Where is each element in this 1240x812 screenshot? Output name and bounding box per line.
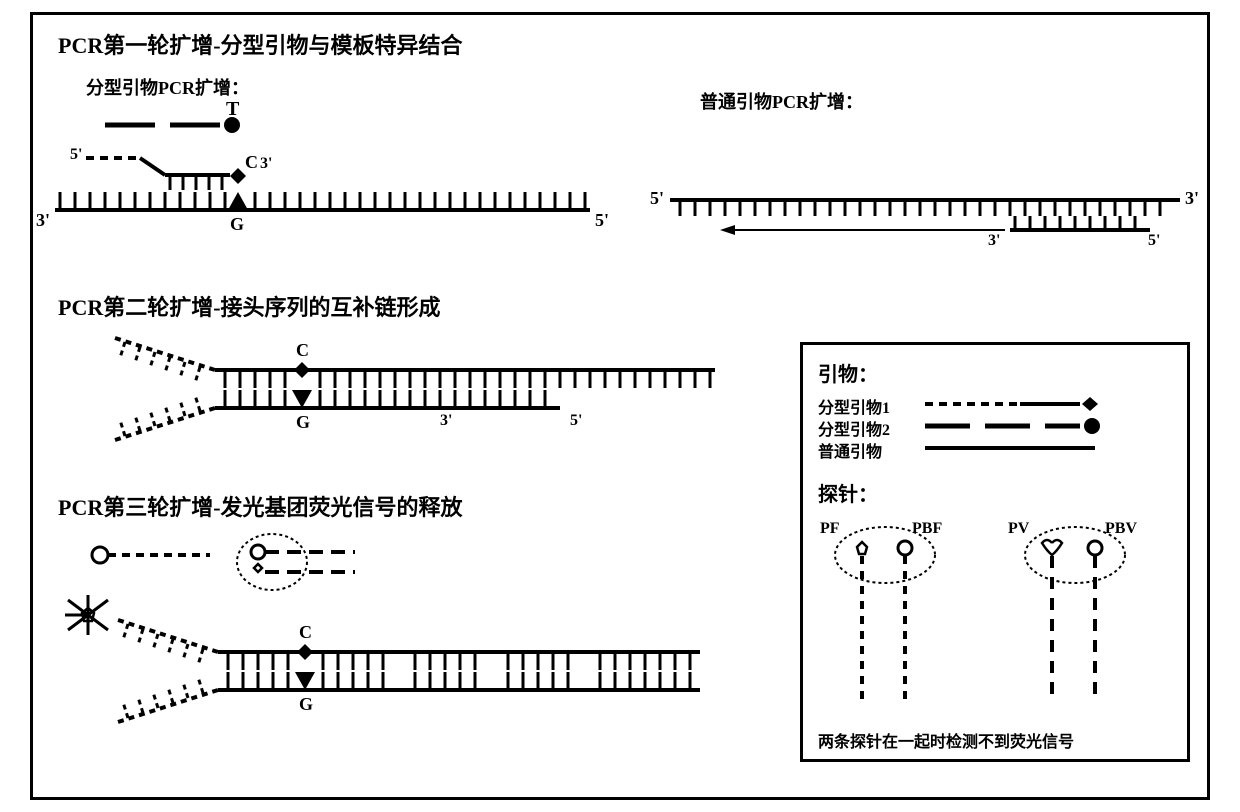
legend-primer2: 分型引物2 xyxy=(818,416,890,440)
s2-G-label: G xyxy=(296,412,310,433)
s1r-5prime-left: 5' xyxy=(650,188,664,209)
legend-footer: 两条探针在一起时检测不到荧光信号 xyxy=(818,728,1074,752)
s1-left-template xyxy=(55,192,590,210)
legend-PBV: PBV xyxy=(1105,520,1137,538)
s2-3prime: 3' xyxy=(440,412,452,430)
s1r-3prime-right: 3' xyxy=(1185,188,1199,209)
s1-3prime-top: 3' xyxy=(260,155,272,173)
s1-3prime-left: 3' xyxy=(36,210,50,231)
s1-5prime-primer: 5' xyxy=(70,146,82,164)
s1r-3prime-bottom: 3' xyxy=(988,232,1000,250)
s2-duplex xyxy=(115,338,715,440)
s3-group xyxy=(65,534,700,722)
s3-G-label: G xyxy=(299,694,313,715)
s1r-5prime-bottom: 5' xyxy=(1148,232,1160,250)
section3-title: PCR第三轮扩增-发光基团荧光信号的释放 xyxy=(58,490,463,522)
s1-C-label: C xyxy=(245,152,258,173)
legend-PBF: PBF xyxy=(912,520,942,538)
s1-T-label: T xyxy=(226,98,239,121)
s1-primer1 xyxy=(86,158,246,190)
s1-primer2 xyxy=(105,117,240,133)
legend-PF: PF xyxy=(820,520,840,538)
s2-C-label: C xyxy=(296,340,309,361)
s1-right-template xyxy=(670,200,1180,235)
legend-primer3: 普通引物 xyxy=(818,438,882,462)
section2-title: PCR第二轮扩增-接头序列的互补链形成 xyxy=(58,290,441,322)
s1-5prime-right: 5' xyxy=(595,210,609,231)
legend-probes-header: 探针： xyxy=(818,478,878,507)
s1-G-label: G xyxy=(230,214,244,235)
legend-PV: PV xyxy=(1008,520,1029,538)
legend-primers-header: 引物： xyxy=(818,358,878,387)
s2-5prime: 5' xyxy=(570,412,582,430)
legend-primer1: 分型引物1 xyxy=(818,394,890,418)
s3-C-label: C xyxy=(299,622,312,643)
